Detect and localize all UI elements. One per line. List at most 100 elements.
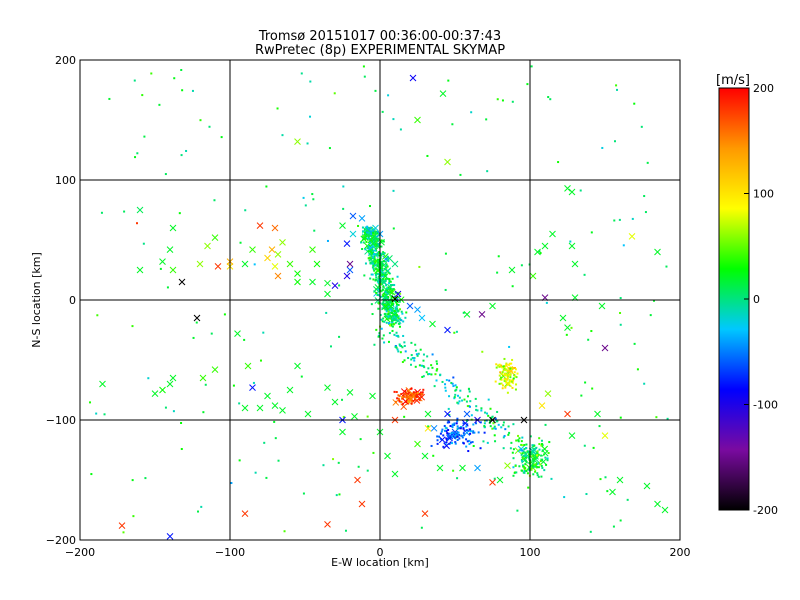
data-point <box>541 443 544 446</box>
data-point <box>457 402 460 405</box>
data-point <box>465 429 468 432</box>
data-point-cross <box>313 260 321 268</box>
data-point-cross <box>601 432 609 439</box>
data-point <box>400 319 403 322</box>
data-point-cross <box>169 374 177 382</box>
data-point <box>534 470 537 473</box>
data-point-cross <box>99 380 106 388</box>
data-point <box>388 282 391 285</box>
data-point-cross <box>324 290 331 298</box>
data-point-cross <box>392 399 400 406</box>
data-point <box>387 313 390 316</box>
data-point <box>361 248 364 251</box>
data-point <box>367 234 370 237</box>
data-point <box>503 368 506 371</box>
data-point <box>131 325 134 328</box>
data-point <box>377 302 380 305</box>
data-point-cross <box>286 386 294 394</box>
data-point <box>362 65 365 68</box>
data-point-cross <box>358 215 366 222</box>
data-point <box>381 110 384 113</box>
data-point <box>344 529 347 532</box>
data-point-cross <box>564 410 571 418</box>
data-point <box>230 482 233 485</box>
data-point <box>472 431 475 434</box>
data-point <box>195 321 198 324</box>
y-tick-label: −200 <box>46 534 76 547</box>
data-point-cross <box>418 393 426 401</box>
data-point <box>430 444 433 447</box>
data-point <box>387 340 390 343</box>
data-point <box>444 252 447 255</box>
data-point <box>523 471 526 474</box>
data-point <box>618 218 621 221</box>
data-point <box>373 240 376 243</box>
axes: −200 −100 0 100 200 −200 −100 0 100 200 <box>46 54 691 559</box>
data-point-cross <box>538 402 546 409</box>
data-point-cross <box>369 240 377 248</box>
data-point <box>372 278 375 281</box>
data-point <box>514 464 517 467</box>
data-point-cross <box>372 224 379 232</box>
data-point <box>601 146 604 149</box>
data-point-cross <box>478 311 486 318</box>
data-point <box>374 89 377 92</box>
data-point <box>454 393 457 396</box>
data-point <box>395 391 398 394</box>
data-point <box>430 364 433 367</box>
data-point <box>495 363 498 366</box>
data-point <box>374 247 377 250</box>
data-point <box>394 291 397 294</box>
data-point <box>100 211 103 214</box>
data-point <box>496 410 499 413</box>
data-point <box>477 431 480 434</box>
data-point <box>422 359 425 362</box>
data-point <box>452 385 455 388</box>
data-point <box>523 457 526 460</box>
data-point <box>380 280 383 283</box>
data-point <box>133 79 136 82</box>
data-point <box>363 274 366 277</box>
data-point <box>446 433 449 436</box>
y-tick-label: −100 <box>46 414 76 427</box>
data-point <box>381 320 384 323</box>
data-point <box>342 185 345 188</box>
data-point <box>456 427 459 430</box>
data-point <box>583 444 586 447</box>
data-point <box>485 118 488 121</box>
data-point <box>364 237 367 240</box>
data-point <box>489 407 492 410</box>
data-point-cross <box>381 273 389 280</box>
data-point <box>369 233 372 236</box>
data-point <box>475 408 478 411</box>
data-point <box>382 251 385 254</box>
data-point <box>366 229 369 232</box>
data-point <box>377 275 380 278</box>
data-point-cross <box>136 266 144 274</box>
data-point-cross <box>421 510 429 517</box>
data-point <box>397 397 400 400</box>
data-point <box>502 436 505 439</box>
data-point-cross <box>343 240 351 247</box>
data-point <box>483 422 486 425</box>
data-point-cross <box>406 302 414 310</box>
data-point <box>395 305 398 308</box>
data-point <box>534 453 537 456</box>
data-point <box>396 275 399 278</box>
data-point-cross <box>241 260 249 268</box>
data-point <box>570 326 573 329</box>
data-point <box>537 466 540 469</box>
data-point <box>375 260 378 263</box>
data-point-cross <box>594 410 601 418</box>
data-point <box>220 136 223 139</box>
data-point <box>422 388 425 391</box>
data-point <box>213 199 216 202</box>
data-point <box>180 421 183 424</box>
data-point <box>472 444 475 447</box>
data-point <box>512 457 515 460</box>
data-point <box>388 312 391 315</box>
data-point <box>384 291 387 294</box>
data-point <box>391 289 394 292</box>
data-point <box>644 211 647 214</box>
data-point <box>382 285 385 288</box>
